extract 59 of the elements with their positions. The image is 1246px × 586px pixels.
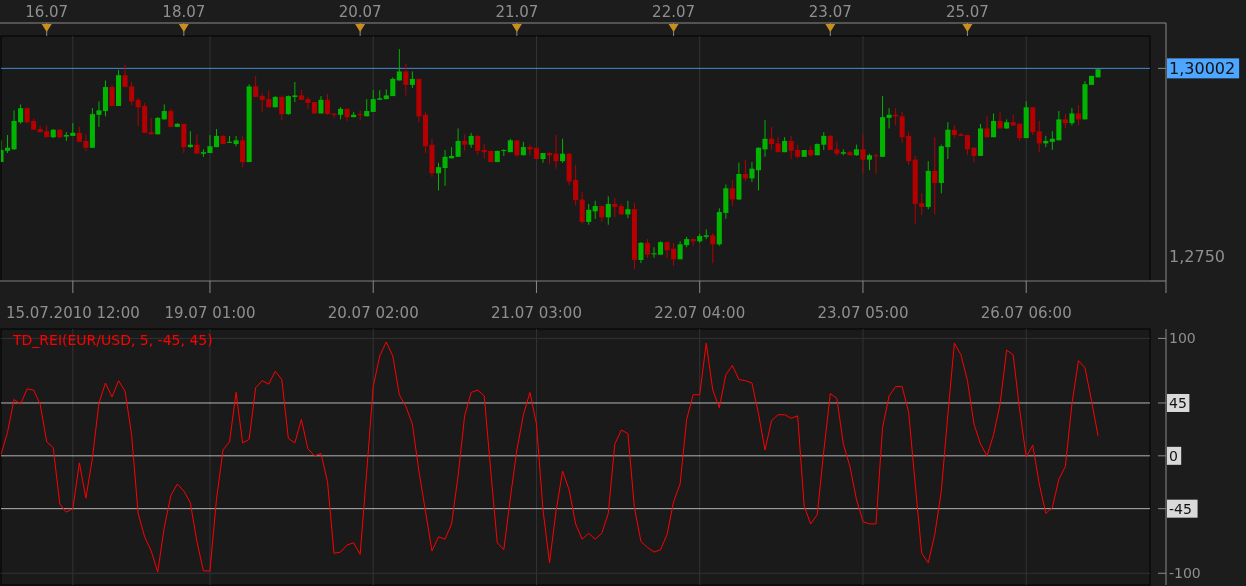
candlestick — [729, 179, 735, 207]
candlestick — [168, 108, 174, 128]
candlestick — [749, 161, 755, 183]
candlestick — [710, 232, 716, 264]
x-tick-label: 19.07 01:00 — [164, 304, 256, 323]
ref-line-label: 0 — [1169, 447, 1178, 464]
ref-line-label: -45 — [1169, 500, 1192, 517]
ref-line-label: 1,30002 — [1169, 58, 1236, 78]
candlestick — [886, 107, 892, 129]
candlestick — [240, 135, 246, 168]
x-tick-label: 23.07 — [808, 3, 852, 22]
x-tick-label: 22.07 — [652, 3, 696, 22]
candlestick — [586, 203, 592, 226]
candlestick — [527, 144, 533, 156]
x-tick-label: 21.07 — [495, 3, 539, 22]
x-tick-label: 25.07 — [945, 3, 989, 22]
x-tick-label: 16.07 — [25, 3, 69, 22]
candlestick — [579, 191, 585, 224]
candlestick — [932, 136, 938, 215]
y-tick-label: 100 — [1169, 330, 1196, 347]
candlestick — [768, 126, 775, 150]
candlestick — [279, 94, 285, 121]
x-tick-label: 22.07 04:00 — [654, 304, 746, 323]
candlestick — [742, 159, 748, 182]
candlestick — [253, 75, 259, 98]
candlestick — [194, 133, 200, 155]
candlestick — [475, 134, 481, 156]
candlestick — [1036, 120, 1042, 153]
y-tick-label: -100 — [1169, 565, 1201, 582]
candlestick — [357, 109, 363, 121]
candlestick — [612, 197, 618, 218]
candlestick — [403, 63, 409, 96]
candlestick — [592, 200, 598, 220]
candlestick — [1075, 104, 1081, 126]
candlestick — [553, 134, 559, 170]
text: 1,2750 — [1169, 246, 1225, 266]
ref-line-label: 45 — [1169, 394, 1187, 411]
x-tick-label: 20.07 — [338, 3, 382, 22]
x-tick-label: 20.07 02:00 — [327, 304, 419, 323]
candlestick — [455, 127, 461, 158]
candlestick — [873, 153, 879, 175]
candlestick — [638, 241, 644, 264]
candlestick — [644, 238, 651, 259]
x-tick-label: 18.07 — [162, 3, 206, 22]
x-tick-label: 26.07 06:00 — [980, 304, 1072, 323]
candlestick — [860, 134, 866, 174]
candlestick — [997, 111, 1003, 129]
text: TD_REI(EUR/USD, 5, -45, 45) — [12, 332, 213, 348]
candlestick — [560, 138, 566, 164]
candlestick — [102, 79, 109, 117]
x-tick-label: 21.07 03:00 — [490, 304, 582, 323]
candlestick — [396, 48, 402, 81]
x-tick-label: 23.07 05:00 — [817, 304, 909, 323]
candlestick — [109, 84, 115, 107]
candlestick — [233, 135, 239, 147]
x-tick-label: 15.07.2010 12:00 — [5, 304, 140, 323]
candlestick — [181, 123, 187, 154]
candlestick — [605, 195, 611, 226]
candlestick — [625, 200, 631, 219]
